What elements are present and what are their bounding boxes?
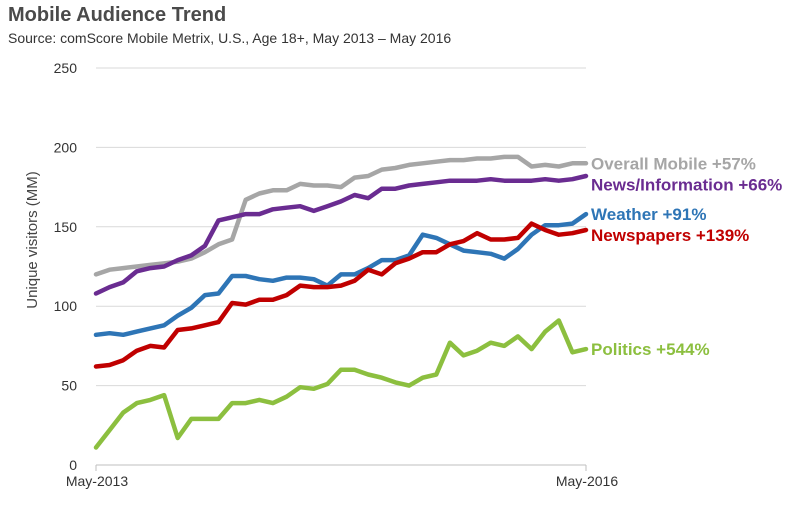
gridlines (96, 67, 586, 387)
y-axis-label: Unique visitors (MM) (24, 171, 41, 309)
y-tick-label: 50 (61, 378, 77, 394)
y-tick-label: 100 (54, 298, 78, 314)
chart-title: Mobile Audience Trend (8, 4, 227, 26)
axes: 0 50 100 150 200 250 May-2013 May-2016 (54, 60, 619, 489)
y-tick-label: 250 (54, 60, 78, 76)
series-line-overall-mobile (93, 154, 589, 277)
x-tick-label: May-2013 (66, 473, 128, 489)
series-line-weather (93, 211, 589, 338)
x-tick-label: May-2016 (556, 473, 618, 489)
series-label-politics: Politics +544% (591, 340, 710, 359)
series-lines (93, 154, 589, 450)
series-labels: Overall Mobile +57% News/Information +66%… (591, 154, 782, 359)
y-tick-label: 150 (54, 219, 78, 235)
series-label-overall-mobile: Overall Mobile +57% (591, 154, 756, 173)
series-label-news-information: News/Information +66% (591, 175, 782, 194)
y-tick-label: 200 (54, 139, 78, 155)
series-label-newspapers: Newspapers +139% (591, 226, 749, 245)
chart-subtitle: Source: comScore Mobile Metrix, U.S., Ag… (8, 30, 452, 46)
series-line-politics (93, 318, 589, 450)
series-line-news-information (93, 173, 589, 296)
series-label-weather: Weather +91% (591, 205, 706, 224)
y-tick-label: 0 (69, 457, 77, 473)
series-line-newspapers (93, 221, 589, 369)
